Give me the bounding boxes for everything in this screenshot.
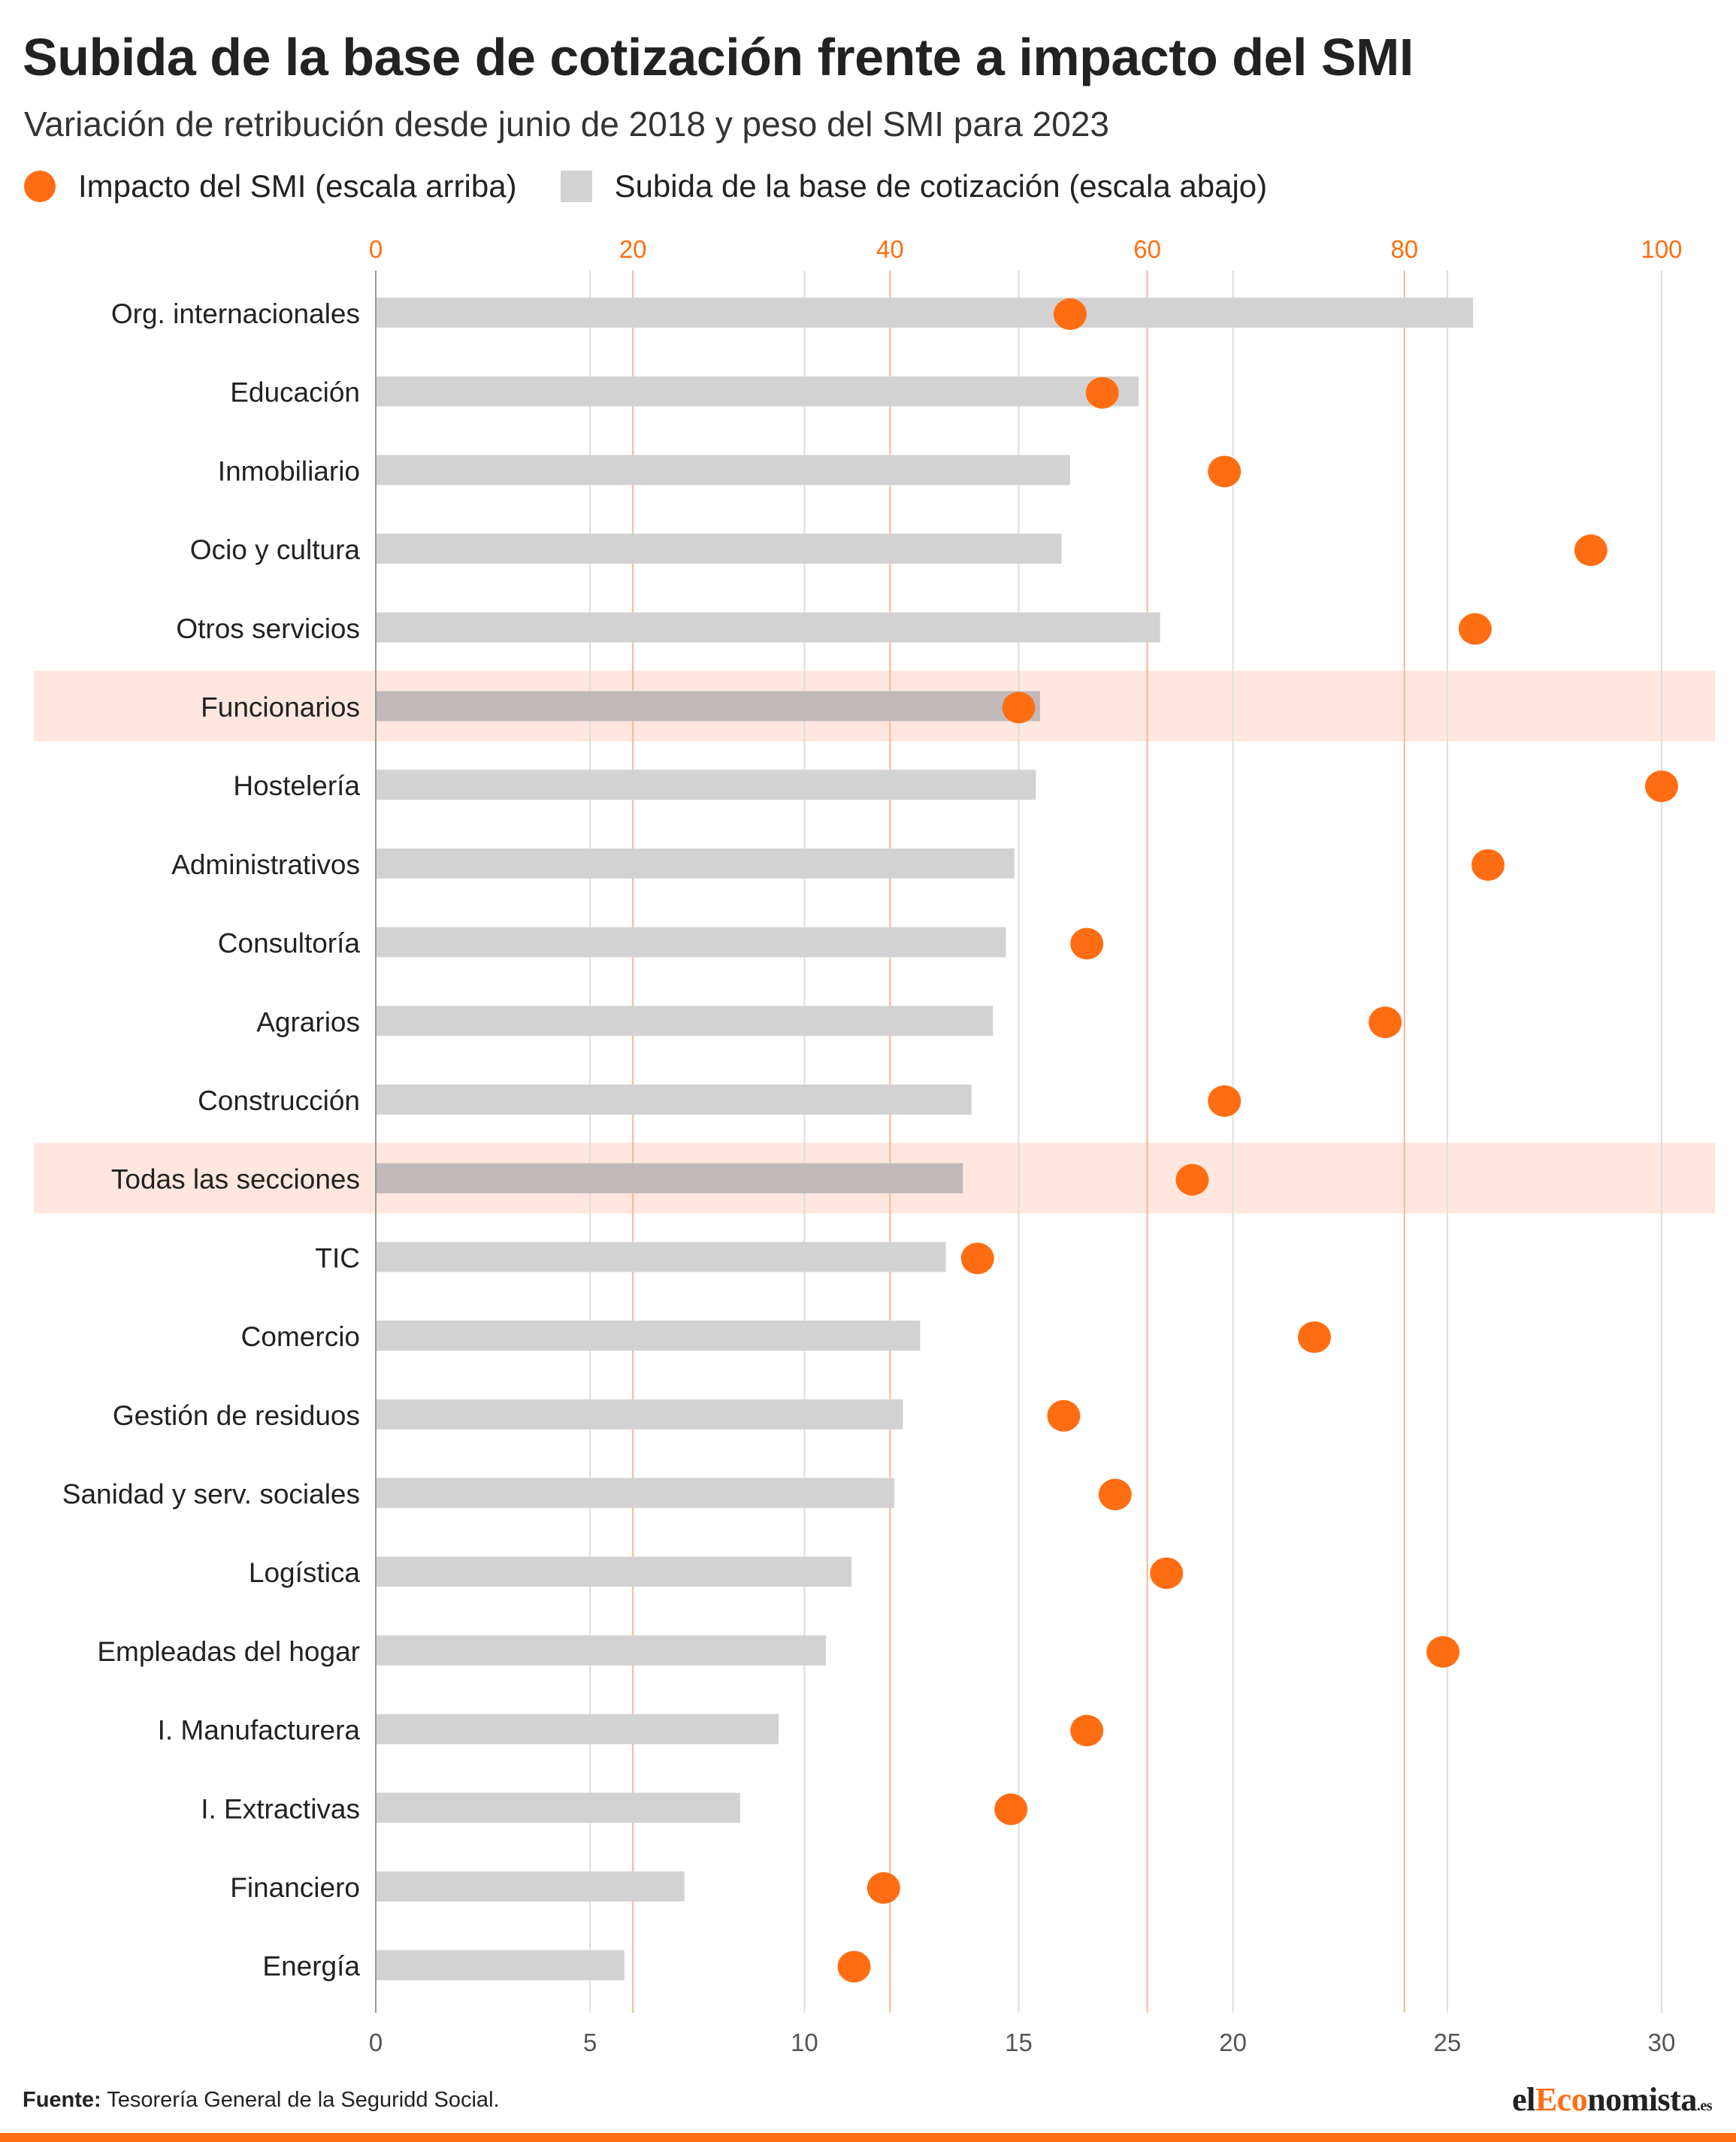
category-label: TIC bbox=[315, 1242, 360, 1273]
bar bbox=[376, 927, 1006, 958]
chart-legend: Impacto del SMI (escala arriba) Subida d… bbox=[24, 168, 1311, 204]
legend-item-smi: Impacto del SMI (escala arriba) bbox=[24, 168, 517, 204]
bar bbox=[376, 1793, 740, 1823]
category-label: I. Manufacturera bbox=[158, 1715, 361, 1746]
top-axis-tick-label: 80 bbox=[1390, 235, 1418, 263]
bar bbox=[376, 1321, 921, 1351]
top-axis-tick-label: 0 bbox=[369, 235, 383, 263]
top-axis-tick-label: 40 bbox=[876, 235, 904, 263]
bar bbox=[376, 1242, 946, 1272]
smi-dot bbox=[1070, 927, 1104, 960]
bar bbox=[376, 612, 1160, 643]
source-label: Fuente: bbox=[23, 2088, 101, 2112]
category-label: Construcción bbox=[198, 1085, 360, 1116]
category-label: Funcionarios bbox=[201, 692, 360, 723]
top-axis-tick-label: 100 bbox=[1641, 235, 1682, 263]
bottom-axis-tick-label: 5 bbox=[583, 2029, 597, 2056]
top-axis-tick-label: 20 bbox=[619, 235, 647, 263]
brand-logo: elEconomista.es bbox=[1512, 2080, 1712, 2119]
smi-dot bbox=[1047, 1399, 1081, 1432]
bar bbox=[376, 1950, 625, 1980]
brand-accent: Eco bbox=[1535, 2081, 1588, 2118]
bottom-axis-tick-label: 15 bbox=[1005, 2029, 1033, 2056]
smi-dot bbox=[1369, 1006, 1402, 1039]
bottom-axis-tick-label: 25 bbox=[1433, 2029, 1461, 2056]
smi-dot bbox=[1053, 298, 1087, 330]
brand-post: nomista bbox=[1587, 2081, 1697, 2118]
bar bbox=[376, 1163, 963, 1194]
bar bbox=[376, 534, 1062, 564]
smi-dot bbox=[960, 1242, 994, 1275]
smi-dot bbox=[994, 1793, 1028, 1826]
smi-dot bbox=[1070, 1714, 1104, 1747]
chart: Org. internacionales Educación Inmobiliari… bbox=[34, 235, 1715, 2056]
legend-label-base: Subida de la base de cotización (escala … bbox=[614, 168, 1268, 204]
legend-square-icon bbox=[560, 171, 592, 202]
bar bbox=[376, 298, 1474, 328]
brand-tld: .es bbox=[1696, 2098, 1713, 2114]
legend-label-smi: Impacto del SMI (escala arriba) bbox=[78, 168, 517, 204]
bottom-axis-tick-label: 10 bbox=[791, 2029, 818, 2056]
category-label: Logística bbox=[249, 1557, 361, 1588]
smi-dot bbox=[866, 1872, 900, 1904]
smi-dot bbox=[1175, 1163, 1209, 1196]
bar bbox=[376, 455, 1070, 486]
bottom-axis-tick-label: 0 bbox=[369, 2029, 383, 2056]
bar bbox=[376, 1085, 972, 1115]
smi-dot bbox=[1208, 455, 1242, 488]
bar bbox=[376, 691, 1041, 722]
smi-dot bbox=[1150, 1557, 1184, 1590]
page-subtitle: Variación de retribución desde junio de … bbox=[24, 104, 1109, 144]
bottom-axis-tick-label: 20 bbox=[1219, 2029, 1247, 2056]
category-label: Gestión de residuos bbox=[113, 1400, 360, 1431]
category-label: Energía bbox=[262, 1951, 360, 1982]
smi-dot bbox=[1002, 691, 1036, 724]
bar bbox=[376, 376, 1139, 407]
bottom-accent-bar bbox=[0, 2133, 1736, 2142]
category-label: Agrarios bbox=[256, 1006, 360, 1037]
smi-dot bbox=[1471, 849, 1505, 881]
bar bbox=[376, 1399, 903, 1430]
smi-dot bbox=[1574, 534, 1607, 567]
source-text: Tesorería General de la Seguridd Social. bbox=[107, 2088, 500, 2112]
brand-pre: el bbox=[1512, 2081, 1535, 2118]
bar bbox=[376, 848, 1015, 879]
bar bbox=[376, 770, 1036, 800]
category-label: Todas las secciones bbox=[111, 1164, 360, 1195]
bar bbox=[376, 1006, 994, 1036]
bar bbox=[376, 1714, 779, 1744]
category-label: Org. internacionales bbox=[111, 298, 360, 329]
category-label: Administrativos bbox=[171, 849, 360, 880]
page-title: Subida de la base de cotización frente a… bbox=[23, 28, 1414, 86]
smi-dot bbox=[1098, 1478, 1132, 1511]
category-label: Comercio bbox=[241, 1321, 360, 1352]
bar bbox=[376, 1635, 826, 1665]
smi-dot bbox=[1298, 1321, 1332, 1354]
category-label: Otros servicios bbox=[176, 613, 360, 644]
smi-dot bbox=[1645, 770, 1678, 803]
top-axis-tick-label: 60 bbox=[1133, 235, 1161, 263]
smi-dot bbox=[1458, 613, 1492, 645]
category-label: Consultoría bbox=[218, 928, 361, 959]
category-label: Educación bbox=[230, 377, 360, 408]
smi-dot bbox=[837, 1950, 871, 1983]
category-label: Hostelería bbox=[233, 770, 360, 801]
smi-dot bbox=[1208, 1085, 1242, 1117]
category-label: Inmobiliario bbox=[218, 455, 360, 486]
bar bbox=[376, 1478, 895, 1508]
category-label: I. Extractivas bbox=[201, 1793, 360, 1824]
category-label: Ocio y cultura bbox=[190, 534, 361, 565]
legend-item-base: Subida de la base de cotización (escala … bbox=[560, 168, 1268, 204]
smi-dot bbox=[1085, 377, 1119, 409]
bar bbox=[376, 1557, 852, 1587]
source-note: Fuente: Tesorería General de la Seguridd… bbox=[23, 2088, 500, 2113]
smi-dot bbox=[1426, 1635, 1460, 1668]
bottom-axis-tick-label: 30 bbox=[1648, 2029, 1676, 2056]
category-label: Empleadas del hogar bbox=[97, 1636, 360, 1667]
legend-dot-icon bbox=[24, 171, 56, 202]
bar bbox=[376, 1871, 685, 1901]
category-label: Financiero bbox=[230, 1872, 360, 1903]
category-label: Sanidad y serv. sociales bbox=[62, 1479, 360, 1510]
